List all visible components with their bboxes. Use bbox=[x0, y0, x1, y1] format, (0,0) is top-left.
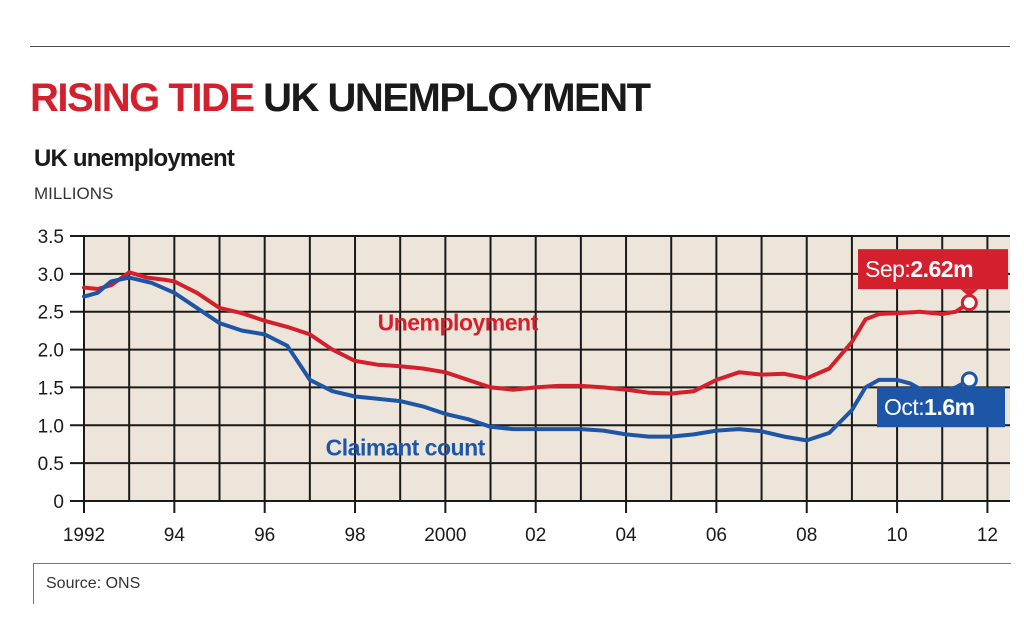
oct-callout-label: Oct:1.6m bbox=[884, 394, 975, 420]
x-tick-label: 2000 bbox=[424, 525, 466, 546]
sep-callout-box bbox=[858, 249, 1008, 290]
y-tick-label: 3.0 bbox=[38, 265, 64, 286]
callout-prefix: Oct: bbox=[884, 394, 924, 420]
x-tick-label: 08 bbox=[796, 525, 817, 546]
x-tick-label: 06 bbox=[706, 525, 727, 546]
x-tick-label: 10 bbox=[887, 525, 908, 546]
x-tick-label: 94 bbox=[164, 525, 186, 546]
y-tick-label: 1.5 bbox=[38, 378, 64, 399]
sep-callout-label: Sep:2.62m bbox=[865, 256, 973, 282]
callout-value: 2.62m bbox=[910, 256, 973, 282]
x-tick-label: 98 bbox=[344, 525, 365, 546]
oct-callout-box bbox=[877, 387, 1005, 428]
plot-background bbox=[84, 236, 1010, 501]
headline-kicker: RISING TIDE bbox=[30, 76, 255, 120]
unemployment-end-marker bbox=[960, 294, 978, 312]
source-box bbox=[33, 563, 1011, 604]
headline: RISING TIDE UK UNEMPLOYMENT bbox=[30, 74, 651, 122]
x-tick-label: 04 bbox=[615, 525, 637, 546]
unemployment-line bbox=[82, 270, 972, 396]
chart-title: UK unemployment bbox=[34, 145, 235, 172]
unemployment-line-chart: 0 0.5 1.0 1.5 2.0 2.5 3.0 3.5 1992 94 96 98 2000 02 04… bbox=[38, 227, 1010, 546]
source-note: Source: ONS bbox=[46, 575, 141, 592]
callout-prefix: Sep: bbox=[865, 256, 910, 282]
claimant-count-line bbox=[82, 275, 972, 443]
claimant-series-label: Claimant count bbox=[326, 435, 486, 461]
x-tick-label: 02 bbox=[525, 525, 546, 546]
unit-label: MILLIONS bbox=[34, 184, 114, 203]
callout-value: 1.6m bbox=[924, 394, 974, 420]
y-tick-label: 2.5 bbox=[38, 303, 64, 324]
y-tick-label: 1.0 bbox=[38, 416, 64, 437]
x-tick-label: 12 bbox=[977, 525, 998, 546]
headline-main: UK UNEMPLOYMENT bbox=[263, 76, 651, 120]
y-tick-label: 3.5 bbox=[38, 227, 64, 248]
unemployment-series-label: Unemployment bbox=[378, 310, 539, 336]
y-tick-label: 2.0 bbox=[38, 341, 64, 362]
x-tick-label: 96 bbox=[254, 525, 275, 546]
y-tick-label: 0 bbox=[53, 492, 64, 513]
top-rule bbox=[30, 46, 1010, 47]
y-tick-label: 0.5 bbox=[38, 454, 64, 475]
claimant-end-marker bbox=[960, 371, 978, 389]
sep-callout-pointer bbox=[960, 289, 979, 297]
x-tick-label: 1992 bbox=[63, 525, 105, 546]
